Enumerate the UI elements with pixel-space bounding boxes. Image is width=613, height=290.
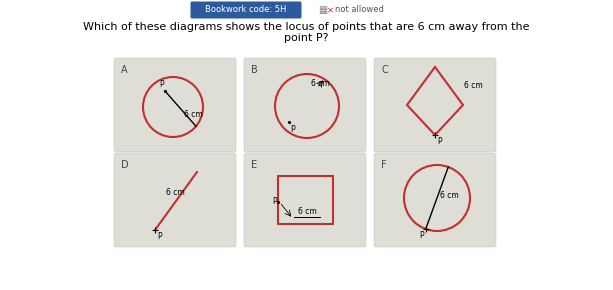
FancyBboxPatch shape [114, 153, 236, 247]
FancyBboxPatch shape [191, 1, 302, 19]
Text: Bookwork code: 5H: Bookwork code: 5H [205, 6, 287, 14]
Text: E: E [251, 160, 257, 170]
Text: ▦: ▦ [318, 5, 327, 15]
FancyBboxPatch shape [244, 58, 366, 152]
Text: 6 cm: 6 cm [185, 110, 204, 119]
Text: 6 cm: 6 cm [311, 79, 330, 88]
Text: P: P [159, 80, 164, 89]
Text: F: F [381, 160, 387, 170]
Text: point P?: point P? [284, 33, 328, 43]
Text: Which of these diagrams shows the locus of points that are 6 cm away from the: Which of these diagrams shows the locus … [83, 22, 529, 32]
FancyBboxPatch shape [244, 153, 366, 247]
Text: 6 cm: 6 cm [298, 207, 316, 216]
Text: P: P [272, 197, 276, 206]
Bar [278, 176, 332, 224]
Text: 6 cm: 6 cm [440, 191, 459, 200]
FancyBboxPatch shape [374, 58, 496, 152]
Text: C: C [381, 65, 388, 75]
Text: A: A [121, 65, 128, 75]
Text: P: P [437, 137, 441, 146]
Text: D: D [121, 160, 129, 170]
FancyBboxPatch shape [114, 58, 236, 152]
Text: 6 cm: 6 cm [464, 81, 483, 90]
FancyBboxPatch shape [374, 153, 496, 247]
Text: ✕: ✕ [327, 6, 334, 14]
Text: P: P [419, 231, 424, 240]
Text: P: P [157, 232, 162, 241]
Text: B: B [251, 65, 257, 75]
Text: not allowed: not allowed [335, 6, 384, 14]
Text: 6 cm: 6 cm [166, 188, 185, 197]
Text: p: p [290, 123, 295, 132]
